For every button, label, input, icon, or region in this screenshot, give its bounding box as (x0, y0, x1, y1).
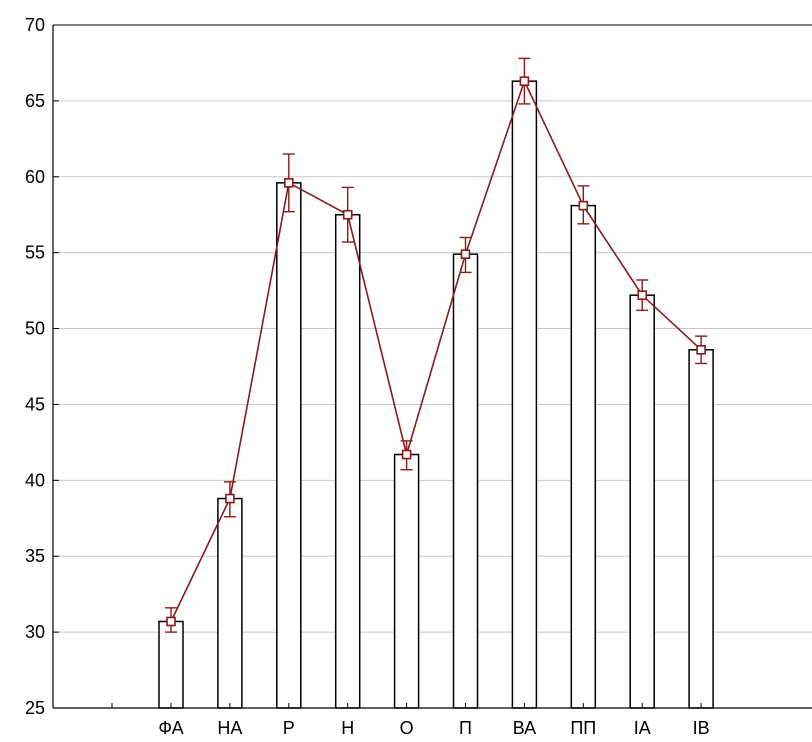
data-point-marker (283, 178, 294, 188)
data-point-marker (578, 200, 589, 211)
bar (511, 80, 538, 709)
markers-group (166, 76, 706, 627)
bar (570, 204, 597, 709)
bar (393, 453, 420, 709)
bar (452, 253, 479, 709)
y-tick-label: 55 (25, 243, 45, 263)
x-tick-label: Р (283, 718, 295, 738)
axes-group (52, 24, 812, 709)
y-tick-label: 35 (25, 546, 45, 566)
data-point-marker (696, 345, 706, 355)
y-tick-label: 65 (25, 91, 45, 111)
x-tick-label: П (459, 718, 472, 738)
bar (629, 294, 655, 709)
x-tick-label: Н (341, 718, 354, 738)
y-tick-label: 45 (25, 394, 45, 414)
x-tick-label: ІА (634, 718, 651, 738)
bar (688, 349, 714, 709)
x-tick-label: ПП (570, 718, 596, 738)
y-tick-label: 25 (25, 698, 45, 718)
y-tick-label: 30 (25, 622, 45, 642)
x-tick-labels: ФА НА Р Н О П ВА ПП ІА ІВ (158, 718, 709, 738)
bar (158, 620, 184, 709)
grid-lines (53, 24, 812, 709)
x-tick-label: О (400, 718, 414, 738)
x-tick-label: ВА (513, 718, 536, 738)
y-tick-label: 40 (25, 470, 45, 490)
bar (276, 182, 302, 709)
x-tick-label: ФА (158, 718, 183, 738)
y-tick-label: 70 (25, 15, 45, 35)
y-tick-labels: 25 30 35 40 45 50 55 60 65 70 (25, 15, 45, 718)
series-line-group (170, 79, 702, 622)
data-point-marker (225, 493, 235, 504)
y-tick-label: 60 (25, 167, 45, 187)
data-point-marker (519, 76, 530, 86)
data-point-marker (460, 249, 471, 259)
x-tick-label: НА (217, 718, 242, 738)
y-tick-label: 50 (25, 319, 45, 339)
bar (217, 497, 243, 709)
data-point-marker (401, 449, 412, 460)
data-point-marker (166, 616, 176, 627)
series-line (170, 79, 702, 622)
bar (334, 213, 361, 709)
data-point-marker (342, 209, 353, 220)
data-point-marker (637, 290, 648, 300)
x-tick-label: ІВ (693, 718, 710, 738)
